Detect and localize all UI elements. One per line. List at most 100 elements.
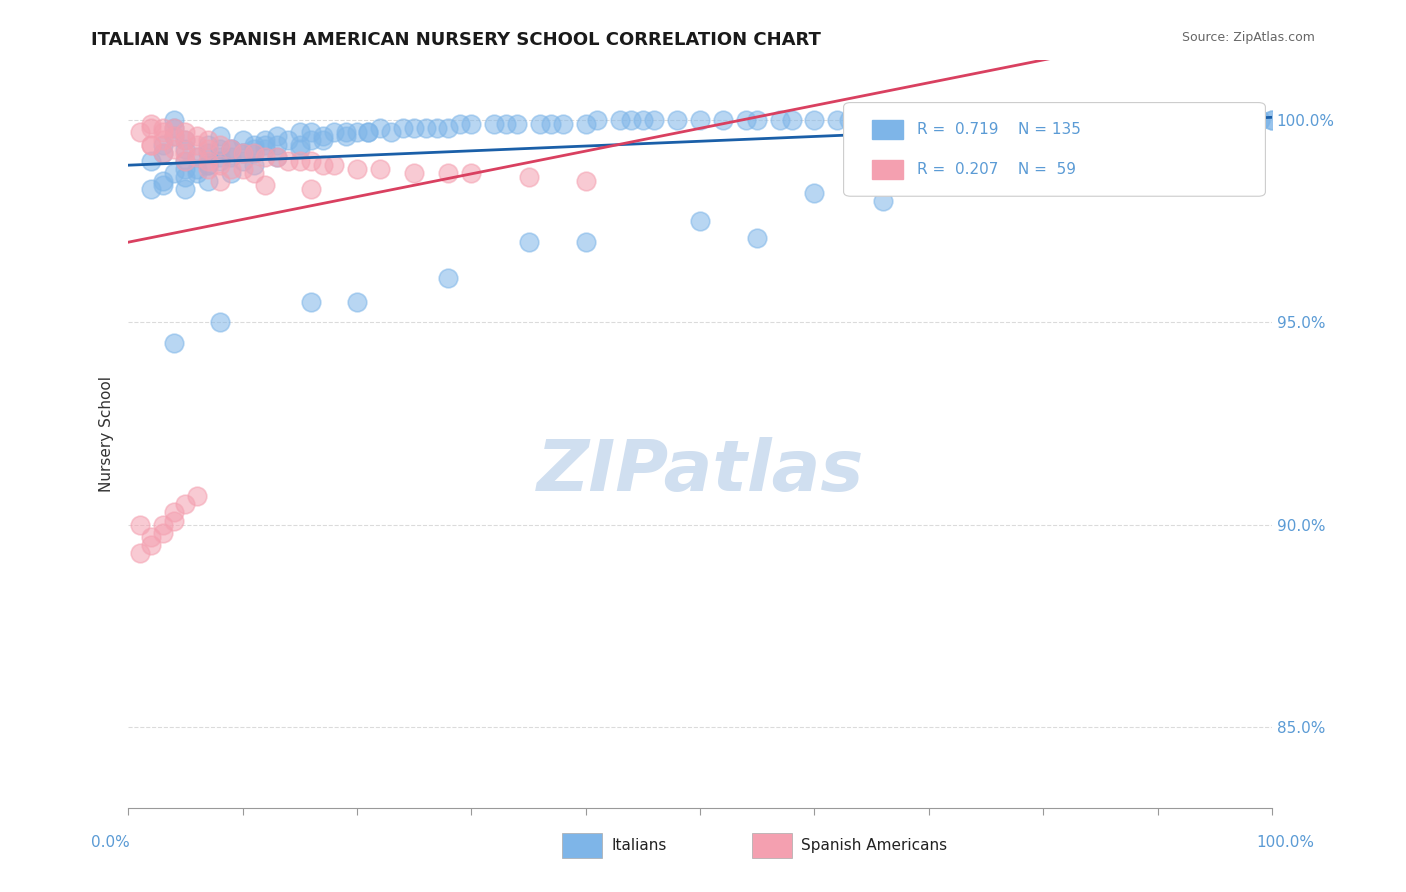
Point xyxy=(186,166,208,180)
Point xyxy=(208,129,231,144)
Point xyxy=(174,497,197,511)
Point xyxy=(243,158,266,172)
Point xyxy=(243,166,266,180)
Point xyxy=(163,142,186,156)
Point xyxy=(197,158,219,172)
Point xyxy=(346,295,368,310)
Point xyxy=(299,295,322,310)
Point xyxy=(1261,113,1284,128)
Point xyxy=(449,117,471,131)
Point xyxy=(1032,113,1054,128)
Point xyxy=(163,335,186,350)
Point xyxy=(219,142,242,156)
Point xyxy=(506,117,529,131)
Point xyxy=(1010,142,1032,156)
Point xyxy=(163,129,186,144)
Point xyxy=(357,125,380,139)
Point xyxy=(426,121,449,136)
Point xyxy=(219,142,242,156)
Point xyxy=(139,538,162,552)
Text: ITALIAN VS SPANISH AMERICAN NURSERY SCHOOL CORRELATION CHART: ITALIAN VS SPANISH AMERICAN NURSERY SCHO… xyxy=(91,31,821,49)
Text: R =  0.719    N = 135: R = 0.719 N = 135 xyxy=(917,122,1081,136)
Point xyxy=(243,145,266,160)
Point xyxy=(551,117,574,131)
Point xyxy=(1157,113,1180,128)
Point xyxy=(1010,113,1032,128)
Point xyxy=(1066,113,1088,128)
Point xyxy=(620,113,643,128)
Point xyxy=(357,125,380,139)
Point xyxy=(575,174,598,188)
Point xyxy=(174,153,197,168)
Point xyxy=(827,113,849,128)
Point xyxy=(998,113,1021,128)
Point xyxy=(1101,113,1123,128)
Point xyxy=(208,137,231,152)
Point xyxy=(769,113,792,128)
Point xyxy=(540,117,562,131)
Point xyxy=(266,129,288,144)
Point xyxy=(232,153,254,168)
Point xyxy=(139,117,162,131)
Point xyxy=(689,113,711,128)
Point xyxy=(368,121,391,136)
Point xyxy=(299,153,322,168)
Point xyxy=(243,137,266,152)
Point xyxy=(1261,113,1284,128)
Point xyxy=(152,133,174,147)
Point xyxy=(163,121,186,136)
Point xyxy=(152,525,174,540)
Point xyxy=(586,113,609,128)
Point xyxy=(174,153,197,168)
Point xyxy=(1090,113,1112,128)
Point xyxy=(197,158,219,172)
Point xyxy=(219,161,242,176)
Point xyxy=(152,145,174,160)
Text: 100.0%: 100.0% xyxy=(1257,836,1315,850)
Point xyxy=(1204,113,1226,128)
Point xyxy=(208,150,231,164)
Point xyxy=(186,161,208,176)
Point xyxy=(1249,113,1271,128)
Point xyxy=(415,121,437,136)
Point xyxy=(232,161,254,176)
Point xyxy=(404,121,426,136)
Point xyxy=(219,166,242,180)
Point xyxy=(780,113,803,128)
Point xyxy=(1226,113,1249,128)
Point xyxy=(197,153,219,168)
Point xyxy=(838,113,860,128)
Point xyxy=(747,113,769,128)
Point xyxy=(323,125,346,139)
Point xyxy=(254,142,277,156)
Point xyxy=(803,186,825,200)
Point xyxy=(517,235,540,249)
Point xyxy=(609,113,631,128)
Point xyxy=(391,121,413,136)
Point xyxy=(139,530,162,544)
Point xyxy=(288,142,311,156)
Point xyxy=(918,169,941,184)
Point xyxy=(163,113,186,128)
Point xyxy=(186,489,208,503)
Point xyxy=(139,153,162,168)
Point xyxy=(529,117,551,131)
Point xyxy=(643,113,665,128)
Point xyxy=(128,125,150,139)
Point xyxy=(803,113,825,128)
Y-axis label: Nursery School: Nursery School xyxy=(100,376,114,491)
Point xyxy=(208,174,231,188)
Point xyxy=(575,235,598,249)
Point xyxy=(288,125,311,139)
Point xyxy=(163,505,186,519)
Point xyxy=(1054,113,1077,128)
Point xyxy=(254,150,277,164)
Point xyxy=(460,166,482,180)
Point xyxy=(495,117,517,131)
Point xyxy=(174,182,197,196)
Point xyxy=(266,150,288,164)
Point xyxy=(152,145,174,160)
Point xyxy=(437,121,460,136)
Point xyxy=(460,117,482,131)
Point xyxy=(666,113,689,128)
